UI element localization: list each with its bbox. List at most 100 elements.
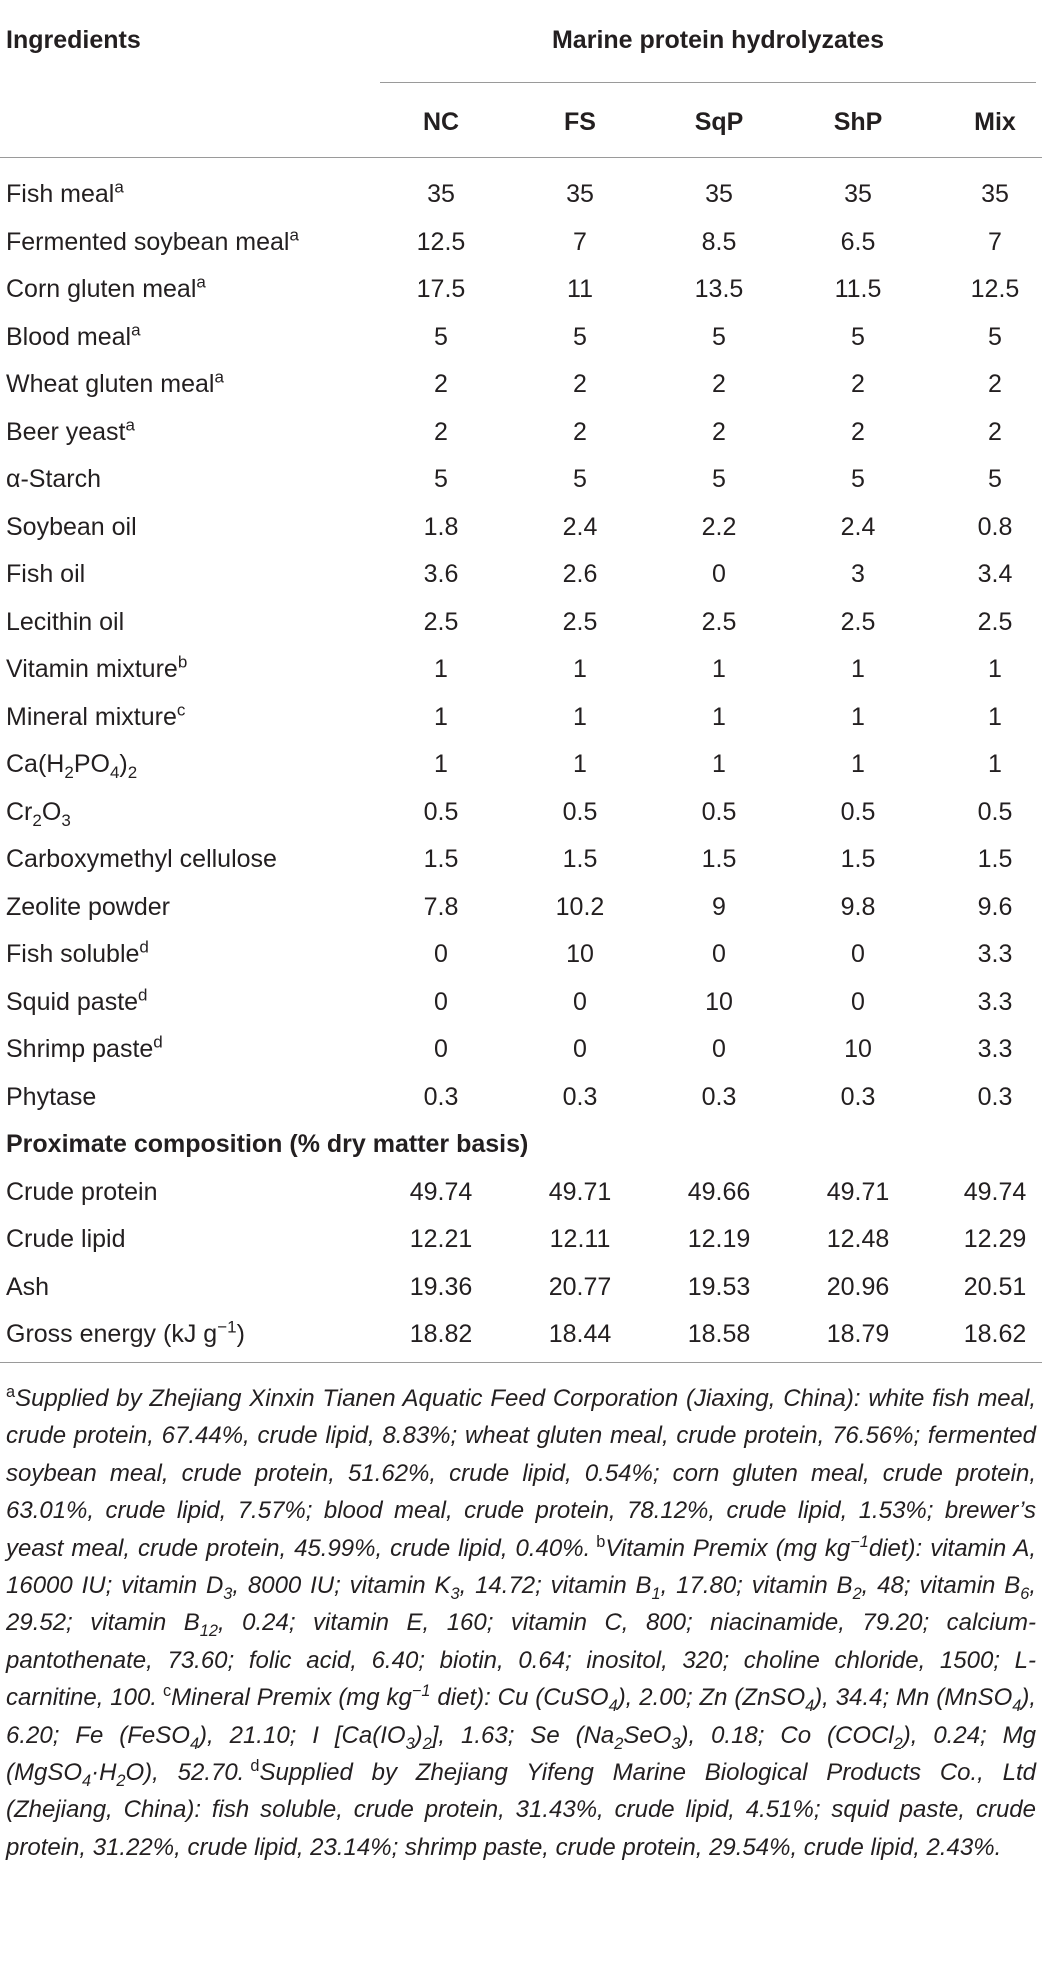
text-run: Ca(H: [6, 750, 65, 778]
cell: 2: [988, 370, 1002, 398]
cell: 2: [712, 417, 726, 446]
subscript: 3: [405, 1734, 415, 1753]
superscript: a: [131, 320, 141, 340]
cell: 0: [573, 1035, 587, 1063]
cell: 35: [705, 180, 733, 208]
cell: 0: [712, 940, 726, 968]
footnote: cMineral Premix (mg kg−1 diet): Cu (CuSO…: [6, 1683, 1036, 1789]
cell: 1: [434, 750, 448, 778]
cell: 2: [573, 370, 587, 398]
cell: 2.5: [977, 607, 1013, 636]
text-run: , 0.24; vitamin E, 160; vitamin C, 800; …: [6, 1609, 1036, 1712]
cell: 35: [981, 180, 1009, 208]
row-label: Beer yeasta: [6, 416, 135, 445]
cell: 18.44: [548, 1320, 612, 1348]
cell: 2: [712, 370, 726, 398]
cell: 1: [712, 655, 726, 683]
cell: 3.3: [977, 940, 1013, 968]
text-run: ], 1.63; Se (Na: [431, 1721, 615, 1749]
cell: 0: [712, 1035, 726, 1063]
footnote: bVitamin Premix (mg kg−1diet): vitamin A…: [6, 1532, 1036, 1712]
cell: 7.8: [423, 892, 459, 921]
cell: 5: [988, 465, 1002, 493]
text-run: ), 0.18; Co (COCl: [680, 1721, 894, 1749]
row-label: Ash: [6, 1274, 49, 1300]
row-label: Soybean oil: [6, 514, 137, 540]
group-header: Marine protein hydrolyzates: [551, 26, 885, 54]
text-run: Mineral mixture: [6, 702, 177, 731]
row-label: α-Starch: [6, 467, 101, 492]
text-run: Fish soluble: [6, 940, 140, 968]
cell: 10: [844, 1035, 872, 1063]
footnote-mark: d: [250, 1757, 260, 1776]
subscript: 2: [116, 1771, 126, 1790]
footnotes: aSupplied by Zhejiang Xinxin Tianen Aqua…: [6, 1380, 1036, 1866]
superscript: d: [139, 937, 149, 957]
cell: 1.5: [977, 845, 1013, 873]
rule-line: [0, 157, 1042, 158]
text-run: Mineral Premix (mg kg: [171, 1684, 412, 1712]
cell: 35: [844, 180, 872, 208]
cell: 49.74: [963, 1177, 1027, 1206]
cell: 0.5: [562, 797, 598, 826]
text-run: SeO: [623, 1721, 672, 1749]
cell: 35: [427, 180, 455, 208]
cell: 1.5: [562, 845, 598, 873]
cell: 19.53: [687, 1272, 751, 1301]
cell: 1: [573, 655, 587, 683]
cell: 1: [851, 750, 865, 778]
cell: 18.82: [409, 1320, 473, 1348]
superscript: a: [214, 367, 224, 387]
text-run: ), 21.10; I [Ca(IO: [199, 1721, 406, 1749]
cell: 0.3: [701, 1082, 737, 1111]
cell: 10: [566, 940, 594, 968]
superscript: −1: [850, 1532, 869, 1551]
row-label: Fermented soybean meala: [6, 226, 299, 255]
cell: 35: [566, 180, 594, 208]
row-label: Zeolite powder: [6, 892, 170, 921]
cell: 1.5: [701, 845, 737, 873]
cell: 9.8: [840, 892, 876, 921]
cell: 0.3: [840, 1082, 876, 1111]
section-header: Proximate composition (% dry matter basi…: [6, 1130, 529, 1158]
cell: 10.2: [555, 892, 605, 921]
subscript: 3: [61, 810, 71, 830]
cell: 18.58: [687, 1320, 751, 1348]
cell: 0.5: [701, 797, 737, 826]
cell: 0.5: [423, 797, 459, 826]
cell: 49.71: [548, 1177, 612, 1206]
superscript: a: [125, 415, 135, 435]
cell: 49.66: [687, 1177, 751, 1206]
text-run: ): [119, 750, 128, 778]
cell: 3.3: [977, 987, 1013, 1016]
cell: 1: [434, 655, 448, 683]
row-label: Vitamin mixtureb: [6, 654, 187, 682]
text-run: α-Starch: [6, 465, 102, 493]
text-run: , 8000 IU; vitamin K: [232, 1572, 451, 1600]
text-run: , 48; vitamin B: [861, 1572, 1021, 1600]
subscript: 4: [805, 1697, 815, 1716]
cell: 1.8: [423, 512, 459, 541]
text-run: Corn gluten meal: [6, 275, 197, 303]
text-run: Shrimp paste: [6, 1035, 154, 1063]
row-label: Blood meala: [6, 321, 141, 350]
cell: 2: [851, 417, 865, 446]
cell: 5: [434, 322, 448, 351]
column-header: Ingredients: [6, 26, 141, 54]
cell: 11.5: [834, 275, 882, 303]
text-run: Zeolite powder: [6, 892, 170, 921]
text-run: Crude lipid: [6, 1225, 126, 1253]
cell: 5: [851, 322, 865, 351]
cell: 0: [573, 987, 587, 1016]
cell: 12.5: [416, 227, 466, 256]
footnote: dSupplied by Zhejiang Yifeng Marine Biol…: [6, 1757, 1036, 1861]
row-label: Shrimp pasted: [6, 1034, 163, 1063]
text-run: O), 52.70.: [125, 1759, 245, 1787]
footnote-mark: b: [596, 1532, 606, 1551]
text-run: Supplied by Zhejiang Yifeng Marine Biolo…: [6, 1759, 1036, 1861]
cell: 1: [988, 702, 1002, 731]
cell: 5: [851, 465, 865, 493]
subscript: 2: [127, 763, 138, 782]
superscript: c: [176, 700, 186, 720]
cell: 2.4: [562, 512, 598, 541]
